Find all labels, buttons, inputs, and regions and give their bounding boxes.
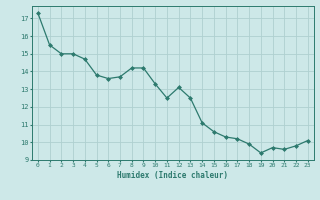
X-axis label: Humidex (Indice chaleur): Humidex (Indice chaleur) <box>117 171 228 180</box>
